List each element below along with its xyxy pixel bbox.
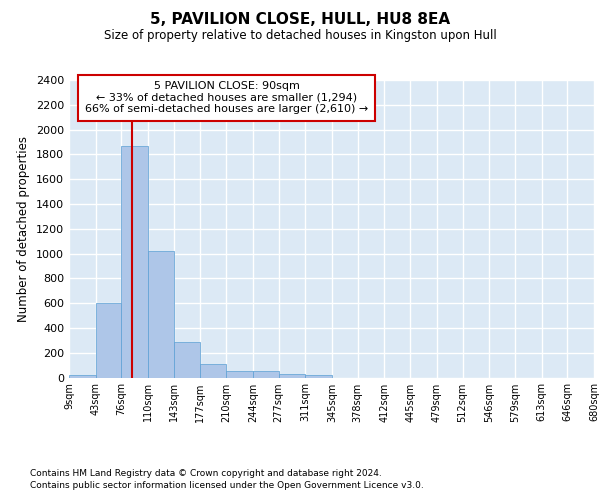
Y-axis label: Number of detached properties: Number of detached properties: [17, 136, 31, 322]
Bar: [148, 251, 174, 378]
Bar: [305, 375, 332, 378]
Bar: [253, 372, 278, 378]
Bar: [278, 374, 305, 378]
Text: Contains public sector information licensed under the Open Government Licence v3: Contains public sector information licen…: [30, 481, 424, 490]
Text: Contains HM Land Registry data © Crown copyright and database right 2024.: Contains HM Land Registry data © Crown c…: [30, 469, 382, 478]
Bar: [121, 146, 148, 378]
Bar: [226, 372, 253, 378]
Bar: [69, 375, 95, 378]
Bar: [95, 303, 121, 378]
Bar: [200, 364, 226, 378]
Bar: [174, 342, 200, 378]
Text: 5 PAVILION CLOSE: 90sqm
← 33% of detached houses are smaller (1,294)
66% of semi: 5 PAVILION CLOSE: 90sqm ← 33% of detache…: [85, 81, 368, 114]
Text: Size of property relative to detached houses in Kingston upon Hull: Size of property relative to detached ho…: [104, 29, 496, 42]
Text: 5, PAVILION CLOSE, HULL, HU8 8EA: 5, PAVILION CLOSE, HULL, HU8 8EA: [150, 12, 450, 28]
